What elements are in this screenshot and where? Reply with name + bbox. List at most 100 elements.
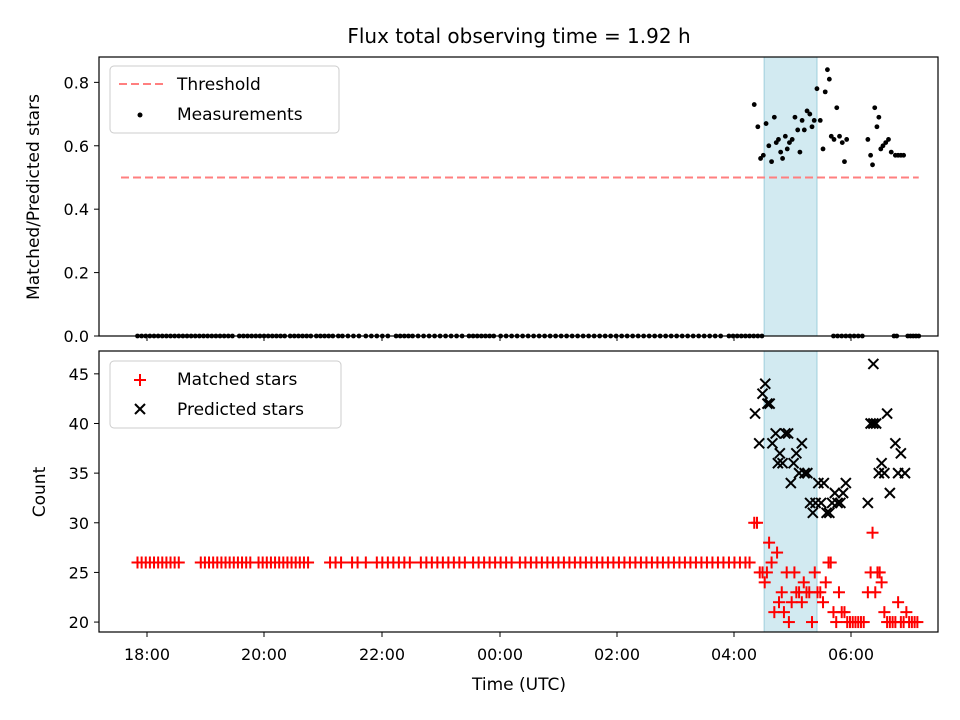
predicted-star-point: [753, 437, 765, 450]
measurement-point: [831, 137, 837, 142]
predicted-star-point: [831, 497, 844, 509]
matched-star-point: [335, 556, 348, 569]
matched-star-point: [838, 606, 851, 619]
bottom-y-tick-label: 45: [69, 365, 89, 384]
predicted-star-point: [867, 358, 880, 370]
predicted-star-point: [756, 387, 769, 400]
measurement-point: [811, 118, 817, 123]
legend-predicted-swatch: [134, 403, 146, 415]
measurement-point: [776, 137, 781, 142]
matched-star-point: [172, 556, 185, 569]
predicted-star-point: [899, 467, 911, 479]
measurement-point: [758, 156, 763, 161]
measurement-point: [809, 124, 815, 130]
predicted-star-point: [884, 487, 896, 499]
measurement-point: [839, 140, 845, 146]
x-tick-label: 20:00: [241, 645, 287, 664]
measurement-point: [804, 108, 810, 114]
bottom-highlight-span: [763, 350, 818, 633]
matched-star-point: [873, 566, 886, 579]
bottom-y-tick-label: 40: [69, 414, 89, 433]
top-x-ticks: [146, 336, 852, 341]
measurement-point: [834, 105, 840, 111]
predicted-star-point: [820, 507, 833, 519]
measurement-point: [817, 118, 823, 123]
measurement-point: [799, 118, 805, 123]
predicted-star-point: [776, 457, 789, 469]
predicted-star-point: [840, 477, 852, 489]
predicted-star-point: [772, 457, 784, 469]
top-y-tick-label: 0.4: [64, 200, 89, 219]
predicted-star-point: [785, 477, 797, 489]
predicted-star-point: [818, 477, 830, 489]
measurement-point: [787, 140, 792, 146]
predicted-star-point: [875, 457, 888, 469]
predicted-star-point: [769, 427, 782, 440]
measurement-point: [782, 133, 788, 139]
predicted-star-point: [870, 417, 882, 430]
measurement-point: [751, 102, 757, 107]
predicted-star-point: [867, 417, 880, 430]
matched-star-point: [795, 596, 808, 609]
measurement-point: [842, 159, 847, 165]
matched-star-point: [911, 616, 924, 629]
measurement-point: [769, 159, 774, 165]
measurement-point: [888, 149, 894, 155]
matched-star-point: [302, 556, 315, 569]
measurement-point: [826, 76, 832, 82]
predicted-star-point: [763, 397, 776, 410]
measurement-point: [789, 137, 795, 142]
predicted-star-point: [862, 497, 874, 509]
top-legend: Threshold Measurements: [109, 65, 340, 134]
matched-star-point: [750, 516, 763, 529]
bottom-y-ticks: 20 25 30 35 40 45: [69, 365, 99, 632]
measurement-point: [795, 127, 801, 133]
matched-star-point: [814, 586, 827, 599]
measurement-point: [883, 140, 889, 146]
legend-measurements-label: Measurements: [177, 105, 303, 125]
bottom-y-tick-label: 30: [69, 514, 89, 533]
matched-star-point: [771, 546, 784, 559]
top-panel: 0.00.20.40.60.8 Matched/Predicted stars …: [24, 56, 939, 346]
predicted-star-point: [779, 427, 792, 440]
predicted-star-point: [823, 507, 836, 519]
predicted-star-point: [895, 447, 907, 459]
measurement-point: [886, 137, 891, 142]
matched-star-point: [763, 536, 776, 549]
matched-star-point: [817, 596, 830, 609]
predicted-star-point: [749, 407, 761, 420]
matched-star-point: [832, 586, 845, 599]
measurement-point: [844, 137, 850, 142]
top-y-tick-label: 0.8: [64, 73, 89, 92]
predicted-star-point: [798, 467, 811, 479]
measurement-point: [901, 152, 907, 158]
matched-star-point: [857, 616, 870, 629]
legend-matched-swatch: [134, 374, 146, 386]
measurement-point: [766, 143, 772, 149]
bottom-y-axis-label: Count: [30, 466, 50, 517]
predicted-star-point: [873, 467, 885, 479]
top-y-tick-label: 0.6: [64, 137, 89, 156]
matched-star-point: [824, 556, 837, 569]
measurement-point: [771, 114, 777, 120]
measurement-point: [814, 86, 820, 92]
measurement-point: [792, 114, 798, 120]
measurement-point: [780, 156, 785, 161]
matched-star-point: [758, 576, 771, 589]
predicted-star-point: [881, 407, 893, 420]
matched-star-point: [869, 586, 882, 599]
measurement-point: [828, 133, 834, 139]
matched-star-point: [866, 526, 879, 539]
matched-star-point: [765, 556, 778, 569]
measurement-point: [880, 143, 886, 149]
measurement-point: [801, 127, 807, 133]
legend-predicted-label: Predicted stars: [177, 400, 304, 420]
matched-star-point: [830, 616, 843, 629]
top-y-tick-label: 0.2: [64, 264, 89, 283]
matched-star-point: [773, 596, 786, 609]
matched-star-point: [777, 606, 790, 619]
bottom-legend: Matched stars Predicted stars: [109, 360, 342, 429]
top-y-ticks: 0.0 0.2 0.4 0.6 0.8: [64, 73, 99, 346]
predicted-star-point: [787, 457, 800, 469]
